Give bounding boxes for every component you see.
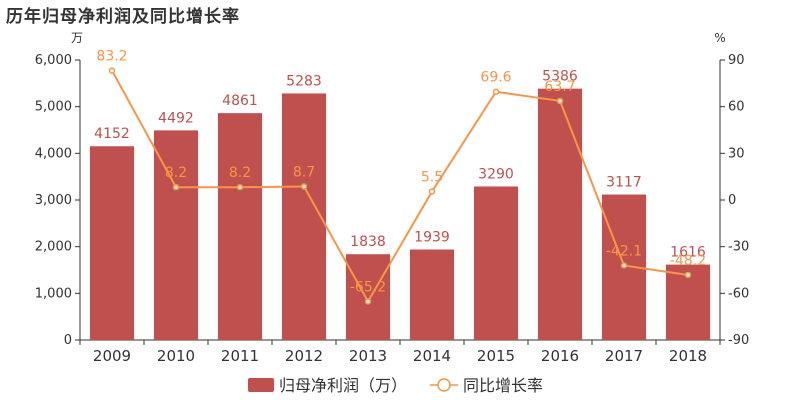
bar — [537, 88, 583, 340]
right-tick-label: 90 — [728, 53, 745, 68]
growth-data-label: 8.2 — [165, 165, 187, 181]
x-tick-label: 2010 — [157, 347, 195, 365]
x-tick-label: 2011 — [221, 347, 259, 365]
growth-point — [236, 183, 244, 191]
bar — [217, 113, 263, 340]
bar-data-label: 5283 — [286, 73, 322, 89]
growth-data-label: -42.1 — [606, 243, 642, 259]
left-tick-label: 6,000 — [35, 53, 72, 68]
legend-bar-label: 归母净利润（万） — [279, 376, 407, 395]
x-tick-label: 2016 — [541, 347, 579, 365]
bar-data-label: 1939 — [414, 230, 450, 246]
bar — [473, 186, 519, 340]
left-tick-label: 3,000 — [35, 193, 72, 208]
growth-point — [172, 183, 180, 191]
x-tick-label: 2018 — [669, 347, 707, 365]
x-tick-label: 2013 — [349, 347, 387, 365]
x-tick-label: 2009 — [93, 347, 131, 365]
x-tick-label: 2012 — [285, 347, 323, 365]
bar — [89, 146, 135, 340]
right-tick-label: 60 — [728, 100, 745, 115]
growth-point — [684, 271, 692, 279]
right-tick-label: -60 — [728, 286, 749, 301]
x-tick-label: 2015 — [477, 347, 515, 365]
bar-data-label: 1838 — [350, 234, 386, 250]
growth-data-label: 83.2 — [96, 49, 127, 65]
legend-bar-swatch — [248, 378, 274, 392]
bar-data-label: 4861 — [222, 93, 258, 109]
right-tick-label: 0 — [728, 193, 736, 208]
left-tick-label: 4,000 — [35, 146, 72, 161]
left-tick-label: 2,000 — [35, 240, 72, 255]
right-axis-unit: % — [714, 31, 725, 45]
growth-data-label: -48.2 — [670, 253, 706, 269]
right-tick-label: 30 — [728, 146, 745, 161]
growth-point — [556, 97, 564, 105]
bar-data-label: 5386 — [542, 69, 578, 85]
bar — [345, 254, 391, 340]
x-tick-label: 2014 — [413, 347, 451, 365]
bar-data-label: 4152 — [94, 126, 130, 142]
bar-data-label: 3117 — [606, 175, 642, 191]
growth-data-label: 8.2 — [229, 165, 251, 181]
right-tick-label: -90 — [728, 333, 749, 348]
left-tick-label: 1,000 — [35, 286, 72, 301]
legend-line-marker — [437, 378, 451, 392]
growth-data-label: 8.7 — [293, 164, 315, 180]
growth-point — [492, 88, 500, 95]
growth-line — [111, 70, 689, 304]
left-axis-unit: 万 — [71, 31, 83, 45]
growth-data-label: 5.5 — [421, 169, 443, 185]
left-tick-label: 5,000 — [35, 100, 72, 115]
bar-data-label: 3290 — [478, 166, 514, 182]
growth-point — [428, 188, 436, 195]
chart-title: 历年归母净利润及同比增长率 — [6, 7, 240, 27]
x-tick-label: 2017 — [605, 347, 643, 365]
bar — [281, 93, 327, 341]
growth-point — [620, 262, 628, 269]
growth-data-label: 63.7 — [544, 79, 575, 95]
right-tick-label: -30 — [728, 240, 749, 255]
growth-data-label: 69.6 — [480, 70, 511, 86]
legend-line-label: 同比增长率 — [463, 376, 543, 395]
growth-data-label: -65.2 — [350, 279, 386, 295]
left-tick-label: 0 — [64, 333, 72, 348]
bar — [153, 130, 199, 340]
bar-data-label: 1616 — [670, 245, 706, 261]
growth-point — [364, 298, 372, 305]
bar-data-label: 4492 — [158, 110, 194, 126]
bar — [409, 249, 455, 340]
growth-point — [108, 67, 116, 74]
growth-point — [300, 183, 308, 190]
